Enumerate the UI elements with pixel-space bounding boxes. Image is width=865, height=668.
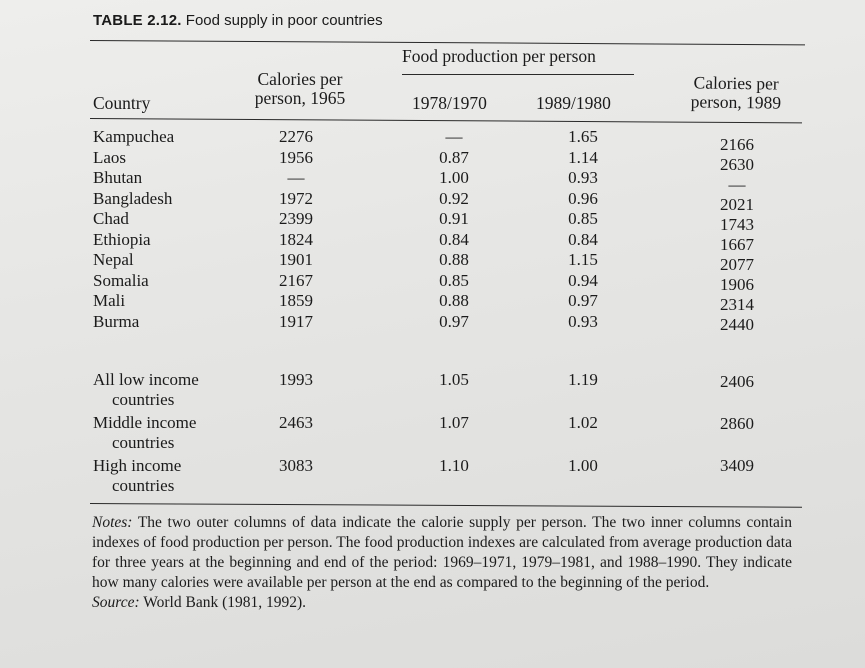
group-cell-fp1: 1.10 bbox=[439, 456, 469, 475]
table-cell-fp1: 0.91 bbox=[439, 209, 469, 228]
table-cell-fp2: 0.97 bbox=[568, 291, 598, 310]
table-cell-country: Chad bbox=[93, 209, 129, 228]
table-cell-fp2: 1.65 bbox=[568, 127, 598, 146]
table-cell-cal1965: 1972 bbox=[279, 188, 313, 208]
table-cell-country: Nepal bbox=[93, 250, 134, 269]
group-cell-fp2: 1.00 bbox=[568, 456, 598, 475]
group-cell-fp2: 1.02 bbox=[568, 413, 598, 432]
table-cell-country: Burma bbox=[93, 311, 140, 331]
table-cell-fp1: — bbox=[445, 127, 463, 146]
table-cell-fp1: 1.00 bbox=[439, 168, 469, 187]
table-cell-cal1989: 1906 bbox=[720, 274, 754, 294]
table-cell-cal1965: 1859 bbox=[279, 291, 313, 310]
table-label: TABLE 2.12. bbox=[93, 12, 182, 29]
header-country: Country bbox=[93, 93, 151, 113]
table-cell-fp1: 0.84 bbox=[439, 229, 469, 249]
header-rule bbox=[89, 118, 802, 124]
group-label-cont: countries bbox=[112, 433, 175, 452]
table-cell-cal1965: 1901 bbox=[279, 250, 313, 269]
table-cell-fp1: 0.92 bbox=[439, 188, 469, 208]
group-cell-cal1989: 3409 bbox=[720, 455, 754, 475]
table-cell-fp2: 1.14 bbox=[568, 147, 598, 167]
table-cell-cal1965: 2167 bbox=[279, 270, 313, 290]
group-label: High income bbox=[93, 456, 182, 475]
table-caption: TABLE 2.12. Food supply in poor countrie… bbox=[93, 12, 383, 29]
table-cell-fp2: 0.96 bbox=[568, 188, 598, 208]
group-cell-fp1: 1.05 bbox=[439, 370, 469, 389]
group-cell-cal1965: 1993 bbox=[279, 370, 313, 389]
table-cell-cal1989: 1667 bbox=[720, 234, 754, 254]
table-cell-cal1965: 1956 bbox=[279, 147, 313, 167]
table-cell-cal1965: 2399 bbox=[279, 209, 313, 228]
table-cell-fp2: 0.84 bbox=[568, 229, 598, 249]
table-cell-country: Bangladesh bbox=[93, 188, 173, 208]
table-cell-fp1: 0.88 bbox=[439, 250, 469, 269]
table-cell-cal1989: 1743 bbox=[720, 214, 754, 234]
header-food-production: Food production per person bbox=[402, 46, 596, 66]
group-label: All low income bbox=[93, 370, 199, 389]
table-title: Food supply in poor countries bbox=[185, 12, 383, 29]
table-cell-cal1989: 2440 bbox=[720, 314, 754, 334]
table-notes: Notes: The two outer columns of data ind… bbox=[92, 513, 792, 613]
table-cell-country: Laos bbox=[93, 147, 127, 167]
group-cell-cal1989: 2406 bbox=[720, 371, 754, 391]
group-label: Middle income bbox=[93, 413, 197, 432]
table-cell-cal1989: 2021 bbox=[720, 194, 754, 214]
notes-text: The two outer columns of data indicate t… bbox=[92, 514, 792, 591]
table-cell-fp2: 0.93 bbox=[568, 168, 598, 187]
header-fp-1978-1970: 1978/1970 bbox=[412, 93, 487, 113]
table-cell-fp1: 0.88 bbox=[439, 291, 469, 310]
table-cell-fp1: 0.87 bbox=[439, 147, 469, 167]
table-cell-cal1965: 2276 bbox=[279, 127, 313, 146]
table-cell-cal1965: — bbox=[287, 168, 305, 187]
top-rule bbox=[89, 40, 805, 46]
table-cell-country: Kampuchea bbox=[93, 127, 175, 146]
table-cell-cal1989: 2630 bbox=[720, 154, 754, 174]
group-cell-fp1: 1.07 bbox=[439, 413, 469, 432]
table-cell-country: Mali bbox=[93, 291, 126, 310]
header-calories-1965: Calories per person, 1965 bbox=[254, 69, 346, 108]
group-cell-cal1965: 2463 bbox=[279, 413, 313, 432]
table-cell-cal1989: — bbox=[728, 174, 746, 194]
table-cell-country: Somalia bbox=[93, 270, 149, 290]
source-label: Source: bbox=[92, 594, 140, 611]
group-cell-cal1989: 2860 bbox=[720, 413, 754, 433]
group-label-cont: countries bbox=[112, 476, 175, 495]
group-cell-fp2: 1.19 bbox=[568, 370, 598, 389]
table-cell-cal1989: 2314 bbox=[720, 294, 754, 314]
table-cell-country: Ethiopia bbox=[93, 229, 151, 249]
group-cell-cal1965: 3083 bbox=[279, 456, 313, 475]
notes-label: Notes: bbox=[92, 514, 133, 531]
table-cell-cal1965: 1824 bbox=[279, 229, 313, 249]
table-cell-cal1989: 2166 bbox=[720, 134, 754, 154]
group-rule bbox=[402, 74, 634, 75]
source-text: World Bank (1981, 1992). bbox=[143, 594, 307, 611]
group-label-cont: countries bbox=[112, 390, 175, 409]
header-fp-1989-1980: 1989/1980 bbox=[536, 93, 611, 113]
table-cell-fp2: 0.94 bbox=[568, 270, 598, 290]
table-cell-fp2: 0.85 bbox=[568, 209, 598, 228]
table-cell-cal1965: 1917 bbox=[279, 311, 313, 331]
table-cell-fp1: 0.97 bbox=[439, 311, 469, 331]
table-cell-fp2: 0.93 bbox=[568, 311, 598, 331]
table-cell-country: Bhutan bbox=[93, 168, 143, 187]
bottom-rule bbox=[89, 503, 802, 509]
header-calories-1989: Calories per person, 1989 bbox=[690, 72, 782, 113]
table-cell-cal1989: 2077 bbox=[720, 254, 754, 274]
table-cell-fp1: 0.85 bbox=[439, 270, 469, 290]
table-cell-fp2: 1.15 bbox=[568, 250, 598, 269]
